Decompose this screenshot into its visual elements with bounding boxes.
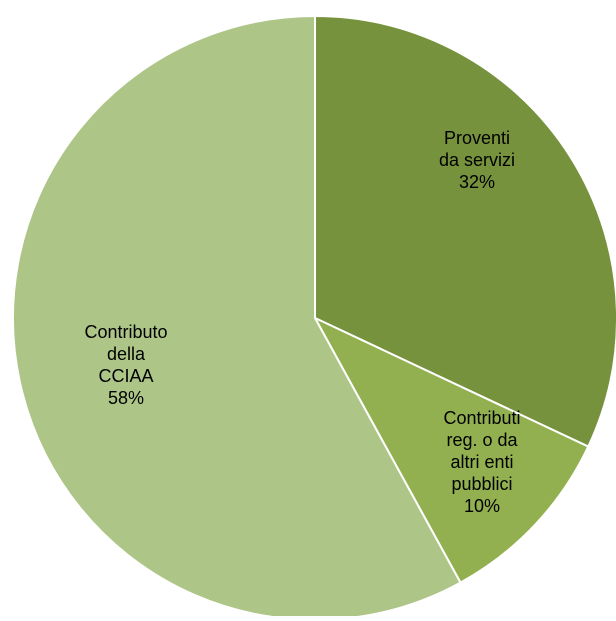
slice-label-line: CCIAA [98,366,153,386]
slices-layer [12,14,616,621]
labels-layer: Proventi da servizi 32% Contributi reg. o da… [84,128,520,516]
slice-label-line: pubblici [451,474,512,494]
slice-label-line: Proventi [444,128,510,148]
slice-label-line: Contributi [443,408,520,428]
slice-label-line: della [107,344,146,364]
pie-slice-2 [312,315,590,584]
slice-percent: 58% [108,388,144,408]
slice-label-2: Contributi reg. o da altri enti pubblici 10% [443,408,520,516]
slice-label-line: da servizi [439,150,515,170]
slice-label-line: reg. o da [446,430,518,450]
slice-label-1: Proventi da servizi 32% [439,128,515,192]
slice-label-line: Contributo [84,322,167,342]
pie-slice-1 [314,14,616,448]
slice-label-line: altri enti [450,452,513,472]
slice-percent: 10% [464,496,500,516]
slice-label-3: Contributo della CCIAA 58% [84,322,167,408]
slice-percent: 32% [459,172,495,192]
